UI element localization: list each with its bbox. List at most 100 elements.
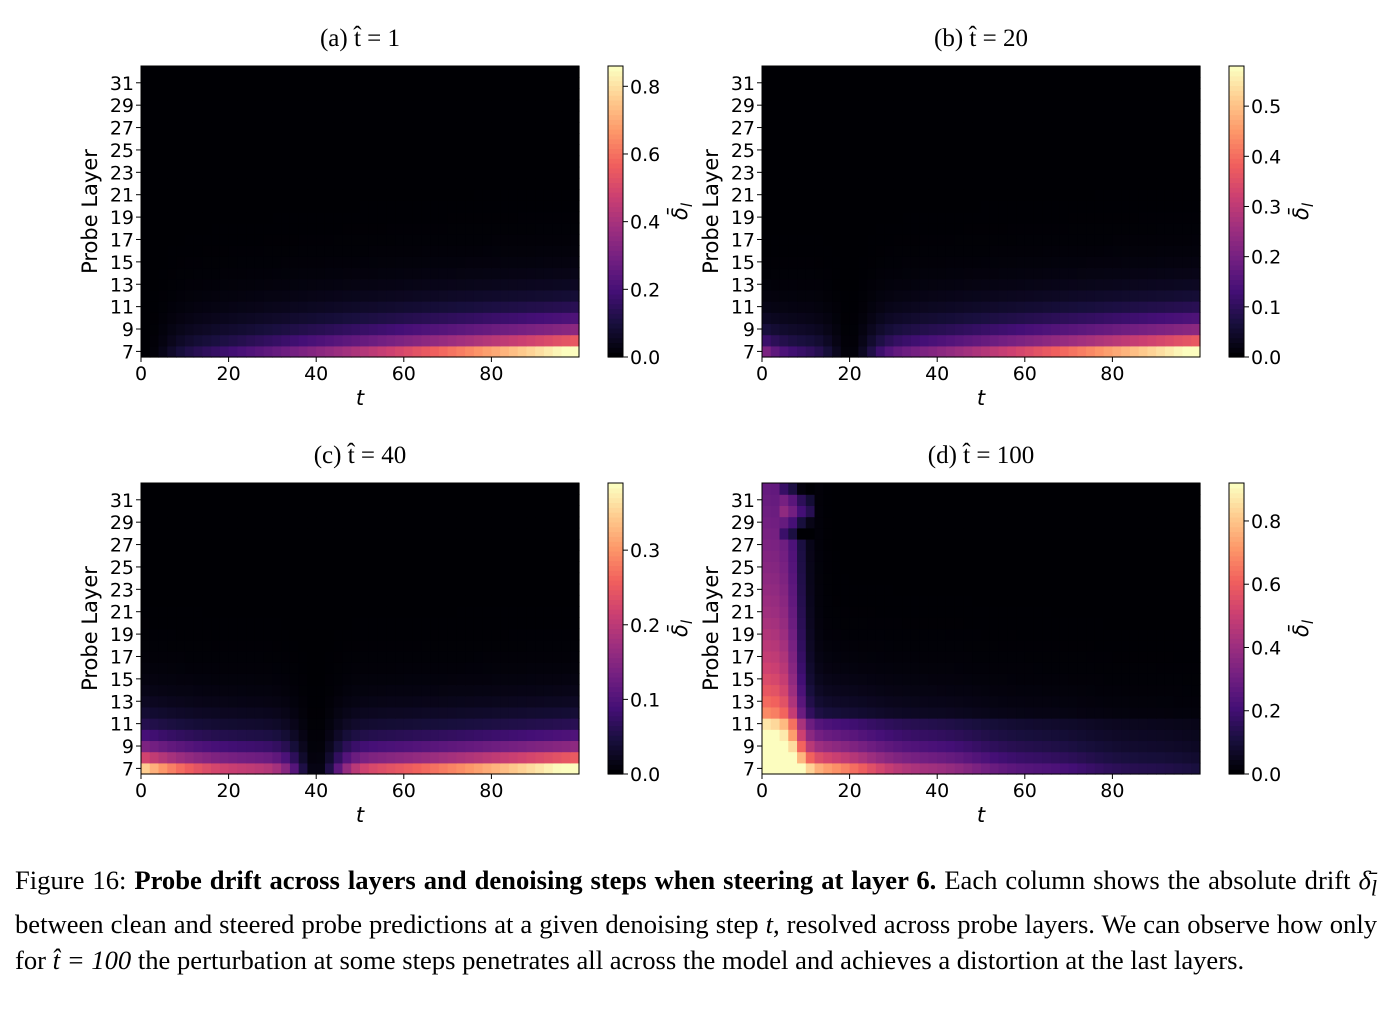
heatmap-cell bbox=[141, 345, 151, 358]
heatmap-cell bbox=[805, 695, 816, 708]
heatmap-cell bbox=[1042, 639, 1052, 652]
heatmap-cell bbox=[1042, 245, 1052, 257]
heatmap-cell bbox=[543, 211, 554, 224]
heatmap-cell bbox=[779, 233, 789, 246]
heatmap-cell bbox=[570, 189, 580, 201]
heatmap-cell bbox=[981, 301, 991, 313]
heatmap-cell bbox=[158, 334, 168, 347]
heatmap-cell bbox=[211, 505, 221, 518]
heatmap-cell bbox=[919, 301, 930, 313]
colorbar-segment bbox=[608, 211, 623, 217]
heatmap-cell bbox=[412, 538, 422, 551]
heatmap-cell bbox=[1016, 684, 1026, 697]
heatmap-cell bbox=[893, 673, 903, 686]
heatmap-cell bbox=[473, 222, 484, 235]
heatmap-cell bbox=[989, 628, 1000, 641]
heatmap-cell bbox=[981, 323, 991, 336]
heatmap-cell bbox=[351, 606, 361, 618]
heatmap-cell bbox=[412, 267, 422, 280]
heatmap-cell bbox=[158, 245, 168, 257]
heatmap-cell bbox=[298, 211, 309, 224]
heatmap-cell bbox=[176, 550, 186, 562]
heatmap-cell bbox=[176, 483, 186, 495]
heatmap-cell bbox=[1077, 628, 1087, 641]
heatmap-cell bbox=[1042, 133, 1052, 145]
heatmap-cell bbox=[1007, 99, 1017, 112]
colorbar-segment bbox=[1229, 187, 1244, 193]
heatmap-cell bbox=[298, 538, 309, 551]
heatmap-cell bbox=[998, 289, 1008, 302]
heatmap-cell bbox=[158, 110, 168, 123]
heatmap-cell bbox=[447, 695, 457, 708]
heatmap-cell bbox=[491, 166, 501, 179]
heatmap-cell bbox=[508, 527, 519, 540]
heatmap-cell bbox=[237, 66, 247, 78]
heatmap-cell bbox=[289, 323, 300, 336]
heatmap-cell bbox=[919, 289, 930, 302]
heatmap-cell bbox=[228, 740, 238, 753]
heatmap-cell bbox=[430, 505, 440, 518]
heatmap-cell bbox=[324, 155, 335, 168]
heatmap-cell bbox=[395, 673, 405, 686]
heatmap-cell bbox=[342, 110, 352, 123]
heatmap-cell bbox=[1121, 323, 1131, 336]
heatmap-cell bbox=[403, 189, 414, 201]
heatmap-cell bbox=[832, 245, 842, 257]
heatmap-cell bbox=[211, 177, 221, 190]
heatmap-cell bbox=[858, 323, 868, 336]
heatmap-cell bbox=[1042, 278, 1052, 291]
heatmap-cell bbox=[246, 729, 256, 742]
heatmap-cell bbox=[456, 572, 466, 585]
heatmap-cell bbox=[272, 617, 282, 630]
heatmap-cell bbox=[823, 684, 833, 697]
heatmap-cell bbox=[333, 133, 344, 145]
heatmap-cell bbox=[237, 494, 247, 506]
heatmap-cell bbox=[491, 334, 501, 347]
heatmap-cell bbox=[141, 594, 151, 607]
heatmap-cell bbox=[430, 222, 440, 235]
heatmap-cell bbox=[272, 312, 282, 325]
heatmap-cell bbox=[543, 222, 554, 235]
heatmap-cell bbox=[473, 211, 484, 224]
heatmap-cell bbox=[1024, 88, 1035, 101]
heatmap-cell bbox=[254, 550, 265, 562]
heatmap-cell bbox=[1112, 662, 1122, 674]
heatmap-cell bbox=[543, 561, 554, 574]
heatmap-cell bbox=[342, 99, 352, 112]
heatmap-cell bbox=[149, 583, 160, 596]
heatmap-cell bbox=[456, 538, 466, 551]
heatmap-cell bbox=[526, 762, 536, 775]
heatmap-cell bbox=[281, 650, 291, 663]
heatmap-cell bbox=[324, 245, 335, 257]
heatmap-cell bbox=[561, 662, 571, 674]
heatmap-cell bbox=[805, 233, 816, 246]
heatmap-cell bbox=[1103, 673, 1113, 686]
heatmap-cells bbox=[762, 66, 1201, 358]
heatmap-cell bbox=[1147, 718, 1157, 730]
heatmap-cell bbox=[858, 740, 868, 753]
heatmap-cell bbox=[526, 718, 536, 730]
heatmap-cell bbox=[149, 121, 160, 134]
heatmap-cell bbox=[858, 684, 868, 697]
heatmap-cell bbox=[465, 516, 475, 529]
heatmap-cell bbox=[1077, 762, 1087, 775]
heatmap-cell bbox=[972, 144, 982, 157]
heatmap-cell bbox=[1129, 345, 1140, 358]
heatmap-cell bbox=[788, 628, 798, 641]
heatmap-cell bbox=[875, 77, 886, 89]
heatmap-cell bbox=[1138, 695, 1149, 708]
heatmap-cell bbox=[193, 538, 203, 551]
heatmap-cell bbox=[1103, 650, 1113, 663]
heatmap-cell bbox=[1086, 278, 1096, 291]
heatmap-cell bbox=[333, 166, 344, 179]
heatmap-cell bbox=[1182, 740, 1192, 753]
heatmap-cell bbox=[1059, 267, 1070, 280]
colorbar-segment bbox=[1229, 99, 1244, 106]
heatmap-cell bbox=[823, 99, 833, 112]
heatmap-cell bbox=[998, 762, 1008, 775]
heatmap-cell bbox=[1016, 133, 1026, 145]
heatmap-cell bbox=[910, 121, 921, 134]
heatmap-cell bbox=[421, 121, 431, 134]
heatmap-cell bbox=[211, 289, 221, 302]
heatmap-cell bbox=[491, 77, 501, 89]
